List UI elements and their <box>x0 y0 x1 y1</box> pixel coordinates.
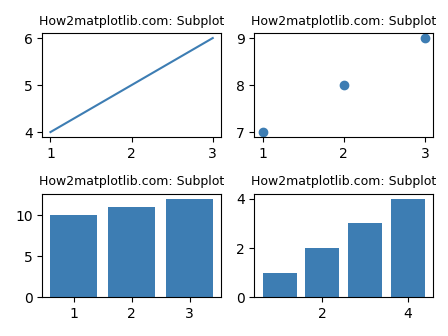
Point <box>259 129 266 135</box>
Title: How2matplotlib.com: Subplot: How2matplotlib.com: Subplot <box>251 175 436 188</box>
Point <box>340 82 347 88</box>
Title: How2matplotlib.com: Subplot: How2matplotlib.com: Subplot <box>39 15 224 28</box>
Title: How2matplotlib.com: Subplot: How2matplotlib.com: Subplot <box>39 175 224 188</box>
Point <box>421 35 428 41</box>
Title: How2matplotlib.com: Subplot: How2matplotlib.com: Subplot <box>251 15 436 28</box>
Bar <box>166 199 213 297</box>
Bar <box>348 223 382 297</box>
Bar <box>263 272 297 297</box>
Bar <box>305 248 340 297</box>
Bar <box>51 215 97 297</box>
Bar <box>391 199 425 297</box>
Bar <box>108 207 155 297</box>
